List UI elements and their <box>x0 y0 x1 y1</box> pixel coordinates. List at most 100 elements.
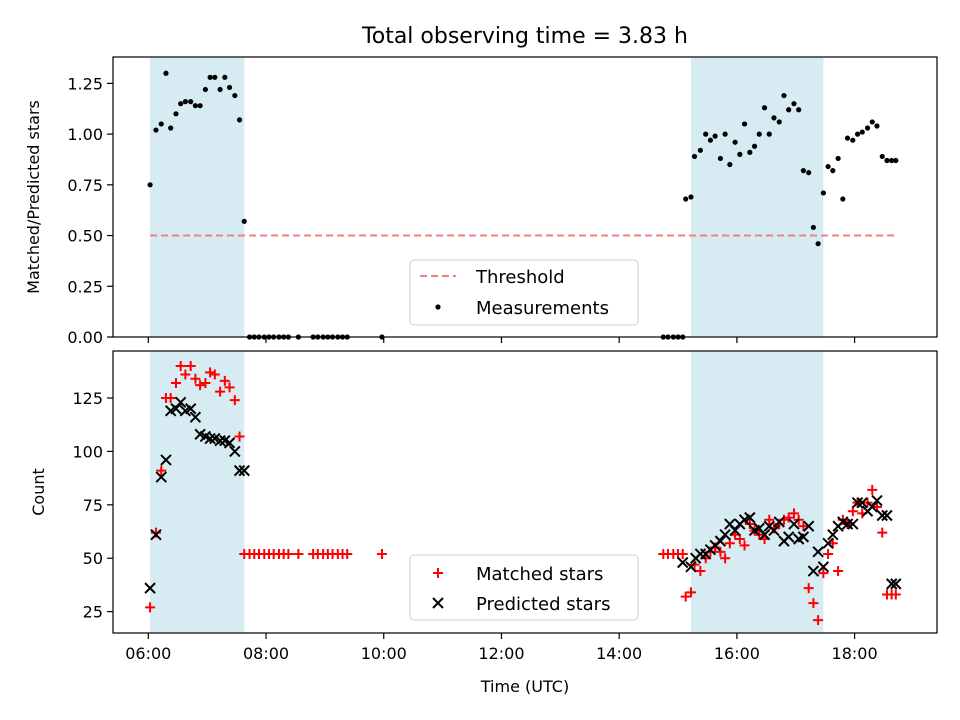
chart-title: Total observing time = 3.83 h <box>361 24 688 49</box>
measurement-point <box>820 190 827 196</box>
bottom-axes-frame <box>112 350 938 634</box>
measurement-point <box>747 149 753 155</box>
matched-star-point <box>808 598 819 609</box>
predicted-star-point <box>782 531 795 543</box>
x-tick-label: 14:00 <box>596 644 642 663</box>
predicted-star-point <box>174 396 187 408</box>
matched-star-point <box>890 589 901 600</box>
predicted-star-point <box>851 496 864 509</box>
matched-star-point <box>833 566 844 577</box>
measurement-point <box>222 74 228 80</box>
matched-star-point <box>195 380 206 391</box>
matched-star-point <box>695 566 706 577</box>
x-tick-label: 10:00 <box>361 644 407 663</box>
predicted-star-point <box>797 531 810 543</box>
measurement-point <box>727 161 733 168</box>
measurement-point <box>217 86 223 93</box>
predicted-star-point <box>714 535 727 547</box>
predicted-star-point <box>881 509 893 522</box>
matched-star-point <box>803 583 814 594</box>
shaded-interval <box>150 57 245 337</box>
top-y-ticks: 0.00 0.25 0.50 0.75 1.00 1.25 <box>67 74 113 347</box>
top-x-ticks <box>147 337 856 343</box>
y-tick-label: 1.00 <box>67 125 103 144</box>
measurement-point <box>188 99 194 105</box>
matched-star-point <box>205 367 216 378</box>
x-tick-label: 08:00 <box>243 644 289 663</box>
measurement-point <box>859 129 865 135</box>
matched-star-point <box>234 431 245 442</box>
y-tick-label: 125 <box>72 389 103 408</box>
measurement-point <box>163 70 169 76</box>
predicted-star-point <box>150 529 162 541</box>
measurement-point <box>844 135 851 141</box>
predicted-star-point <box>847 518 859 530</box>
x-axis-label: Time (UTC) <box>480 677 569 696</box>
measurement-point <box>147 182 153 188</box>
measurement-point <box>791 101 797 107</box>
x-tick-label: 18:00 <box>832 644 878 663</box>
bottom-x-ticks: 06:00 08:00 10:00 12:00 14:00 16:00 18:00 <box>125 633 878 663</box>
predicted-star-point <box>204 432 216 445</box>
measurement-point <box>158 121 164 127</box>
matched-star-point <box>283 548 294 559</box>
matched-star-point <box>798 521 809 532</box>
measurement-point <box>683 196 689 202</box>
measurement-point <box>751 143 758 149</box>
measurement-point <box>722 131 728 137</box>
shaded-interval <box>690 57 824 337</box>
matched-star-point <box>293 548 304 559</box>
measurement-point <box>879 153 885 160</box>
predicted-star-point <box>817 561 830 573</box>
predicted-star-point <box>812 546 824 558</box>
measurement-point <box>889 157 895 164</box>
predicted-star-point <box>788 518 800 530</box>
measurement-point <box>800 168 806 174</box>
matched-star-point <box>720 553 731 564</box>
matched-star-point <box>209 369 220 380</box>
measurement-point <box>835 155 841 162</box>
top-shaded-intervals <box>150 57 824 337</box>
predicted-star-point <box>719 529 731 541</box>
measurement-point <box>703 131 709 137</box>
measurement-point <box>717 155 724 162</box>
measurement-point <box>226 84 233 91</box>
measurement-point <box>854 131 861 137</box>
matched-star-point <box>818 568 829 579</box>
measurement-point <box>806 170 812 176</box>
predicted-star-point <box>184 402 197 415</box>
measurement-point <box>761 105 768 111</box>
measurement-point <box>815 241 821 247</box>
measurement-point <box>153 127 159 133</box>
measurement-point <box>691 153 698 160</box>
measurement-point <box>182 99 188 105</box>
measurement-point <box>712 133 718 139</box>
measurement-point <box>884 157 890 164</box>
count-points <box>144 360 902 626</box>
measurement-point <box>893 157 899 164</box>
y-tick-label: 100 <box>72 442 103 461</box>
predicted-star-point <box>822 537 834 549</box>
matched-star-point <box>190 373 201 384</box>
matched-star-point <box>677 548 688 559</box>
legend-predicted-label: Predicted stars <box>476 594 610 615</box>
predicted-star-point <box>744 511 756 524</box>
legend-matched-label: Matched stars <box>476 564 603 585</box>
legend-threshold-label: Threshold <box>475 267 565 288</box>
predicted-star-point <box>856 496 868 509</box>
matched-star-point <box>783 512 794 523</box>
matched-star-point <box>764 514 775 525</box>
matched-star-point <box>715 546 726 557</box>
measurement-point <box>776 119 782 125</box>
predicted-star-point <box>890 578 902 590</box>
measurement-point <box>207 74 213 80</box>
matched-star-point <box>342 548 353 559</box>
measurement-points <box>147 70 899 340</box>
measurement-point <box>869 119 875 125</box>
measurement-point <box>232 92 238 99</box>
legend-box <box>409 554 639 621</box>
matched-star-point <box>170 378 181 389</box>
measurement-point <box>197 103 203 109</box>
bottom-y-ticks: 25 50 75 100 125 <box>72 389 113 622</box>
